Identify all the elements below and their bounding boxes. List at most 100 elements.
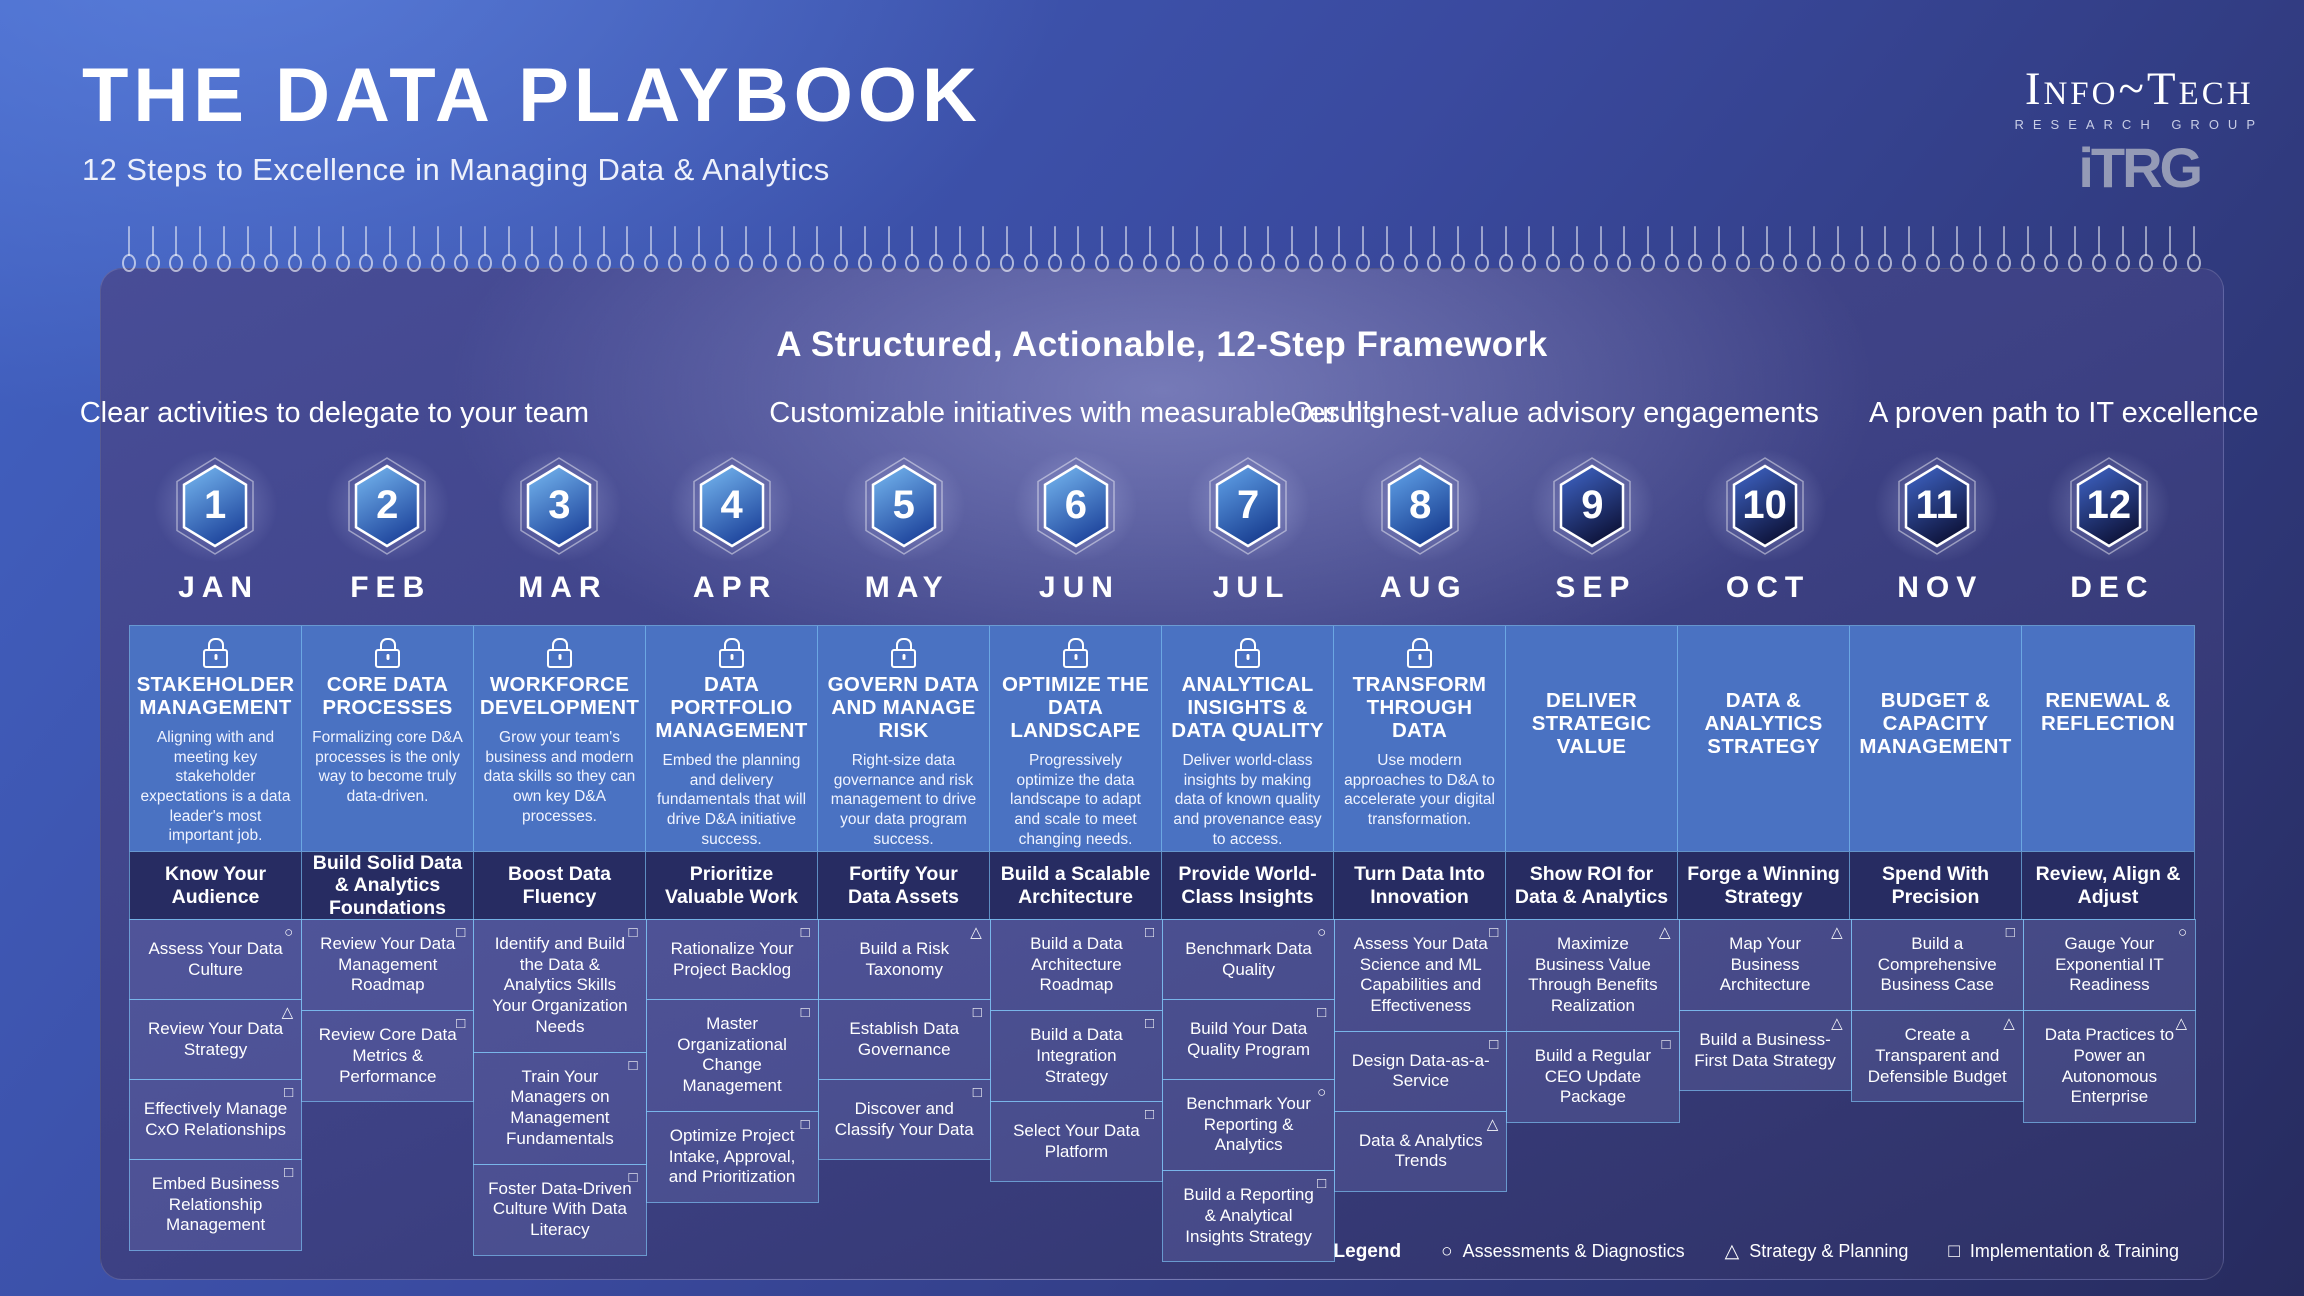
binding-ring — [1593, 226, 1608, 272]
binding-ring — [454, 226, 469, 272]
binding-ring — [1712, 226, 1727, 272]
binding-ring — [1095, 226, 1110, 272]
tasks-column: □ Build a Data Architecture Roadmap □ Build… — [989, 919, 1163, 1183]
legend-title: Legend — [1333, 1240, 1402, 1262]
binding-loop-icon — [905, 254, 920, 272]
binding-loop-icon — [667, 254, 682, 272]
pillar-subtitle: Build Solid Data & Analytics Foundations — [302, 852, 474, 920]
task-cell: □ Master Organizational Change Management — [645, 999, 819, 1112]
binding-loop-icon — [1617, 254, 1632, 272]
pillar-subtitle: Provide World-Class Insights — [1162, 852, 1334, 920]
binding-ring — [193, 226, 208, 272]
step-hexagon: 3 — [515, 456, 603, 556]
binding-loop-icon — [1759, 254, 1774, 272]
playbook-table: STAKEHOLDER MANAGEMENT Aligning with and … — [129, 625, 2196, 1263]
binding-loop-icon — [739, 254, 754, 272]
pillar-description: Use modern approaches to D&A to accelera… — [1344, 751, 1495, 828]
binding-pin-icon — [602, 226, 605, 256]
binding-pin-icon — [555, 226, 558, 256]
task-category-square-icon: □ — [1144, 1106, 1154, 1124]
binding-pin-icon — [1741, 226, 1744, 256]
binding-ring — [2091, 226, 2106, 272]
itrg-logo: iTRG — [2078, 136, 2203, 199]
binding-pin-icon — [1528, 226, 1531, 256]
binding-ring — [478, 226, 493, 272]
binding-pin-icon — [745, 226, 748, 256]
task-category-circle-icon: ○ — [1317, 924, 1327, 941]
binding-loop-icon — [691, 254, 706, 272]
binding-ring — [549, 226, 564, 272]
pillar-title: OPTIMIZE THE DATA LANDSCAPE — [1001, 673, 1150, 742]
task-cell: □ Build a Reporting & Analytical Insights… — [1162, 1170, 1336, 1263]
binding-loop-icon — [240, 254, 255, 272]
month-label: MAY — [864, 571, 950, 604]
binding-ring — [1997, 226, 2012, 272]
task-category-triangle-icon: △ — [970, 924, 982, 941]
pillar-subtitle: Show ROI for Data & Analytics — [1506, 852, 1678, 920]
binding-ring — [1308, 226, 1323, 272]
binding-loop-icon — [1973, 254, 1988, 272]
step-hexagon-row: 1 2 3 4 5 6 7 8 9 10 11 12 — [129, 431, 2195, 581]
binding-ring — [359, 226, 374, 272]
binding-ring — [525, 226, 540, 272]
binding-ring — [288, 226, 303, 272]
binding-ring — [1474, 226, 1489, 272]
task-label: Data & Analytics Trends — [1358, 1130, 1483, 1171]
pillar-subtitle: Prioritize Valuable Work — [646, 852, 818, 920]
binding-loop-icon — [383, 254, 398, 272]
binding-loop-icon — [1427, 254, 1442, 272]
framework-group-header: Customizable initiatives with measurable… — [769, 397, 1385, 429]
binding-ring — [1332, 226, 1347, 272]
step-hexagon: 12 — [2065, 456, 2153, 556]
pillar-card: RENEWAL & REFLECTION — [2022, 626, 2194, 851]
binding-loop-icon — [1403, 254, 1418, 272]
hexagon-number: 9 — [1581, 482, 1604, 527]
binding-pin-icon — [1908, 226, 1911, 256]
page-subtitle: 12 Steps to Excellence in Managing Data … — [82, 151, 830, 187]
task-category-circle-icon: ○ — [2177, 924, 2187, 941]
binding-pin-icon — [2050, 226, 2053, 256]
lock-body — [375, 649, 400, 668]
legend-item-label: Assessments & Diagnostics — [1462, 1241, 1685, 1261]
hexagon-number: 10 — [1742, 482, 1787, 527]
tasks-column: △ Map Your Business Architecture △ Build a … — [1678, 919, 1852, 1092]
binding-ring — [311, 226, 326, 272]
task-cell: □ Identify and Build the Data & Analytics… — [473, 919, 647, 1053]
step-hexagon-cell: 7 — [1162, 431, 1334, 581]
binding-loop-icon — [2020, 254, 2035, 272]
binding-pin-icon — [1196, 226, 1199, 256]
task-category-square-icon: □ — [628, 924, 638, 941]
binding-pin-icon — [2026, 226, 2029, 256]
binding-loop-icon — [1949, 254, 1964, 272]
step-hexagon: 4 — [688, 456, 776, 556]
task-category-square-icon: □ — [1317, 1004, 1327, 1021]
binding-pin-icon — [2121, 226, 2124, 256]
binding-loop-icon — [216, 254, 231, 272]
binding-loop-icon — [2115, 254, 2130, 272]
lock-shackle — [1411, 638, 1428, 649]
task-label: Maximize Business Value Through Benefits… — [1528, 934, 1658, 1016]
binding-ring — [1641, 226, 1655, 272]
binding-pin-icon — [1101, 226, 1104, 256]
binding-pin-icon — [887, 226, 890, 256]
hexagon-number: 3 — [548, 482, 571, 527]
binding-ring — [572, 226, 587, 272]
task-cell: □ Establish Data Governance — [817, 999, 991, 1080]
task-category-square-icon: □ — [2005, 924, 2015, 941]
tasks-column: △ Build a Risk Taxonomy □ Establish Data Go… — [817, 919, 991, 1160]
binding-loop-icon — [1641, 254, 1655, 272]
task-label: Build a Regular CEO Update Package — [1534, 1045, 1652, 1107]
binding-pin-icon — [151, 226, 154, 256]
task-category-square-icon: □ — [628, 1056, 638, 1074]
binding-loop-icon — [1451, 254, 1466, 272]
binding-loop-icon — [1023, 254, 1038, 272]
binding-loop-icon — [1878, 254, 1893, 272]
binding-ring — [1142, 226, 1157, 272]
binding-pin-icon — [1931, 226, 1934, 256]
legend-item-label: Implementation & Training — [1969, 1241, 2179, 1261]
binding-loop-icon — [525, 254, 540, 272]
binding-ring — [240, 226, 255, 272]
task-label: Build a Data Integration Strategy — [1030, 1025, 1123, 1086]
binding-pin-icon — [697, 226, 700, 256]
binding-ring — [1546, 226, 1561, 272]
